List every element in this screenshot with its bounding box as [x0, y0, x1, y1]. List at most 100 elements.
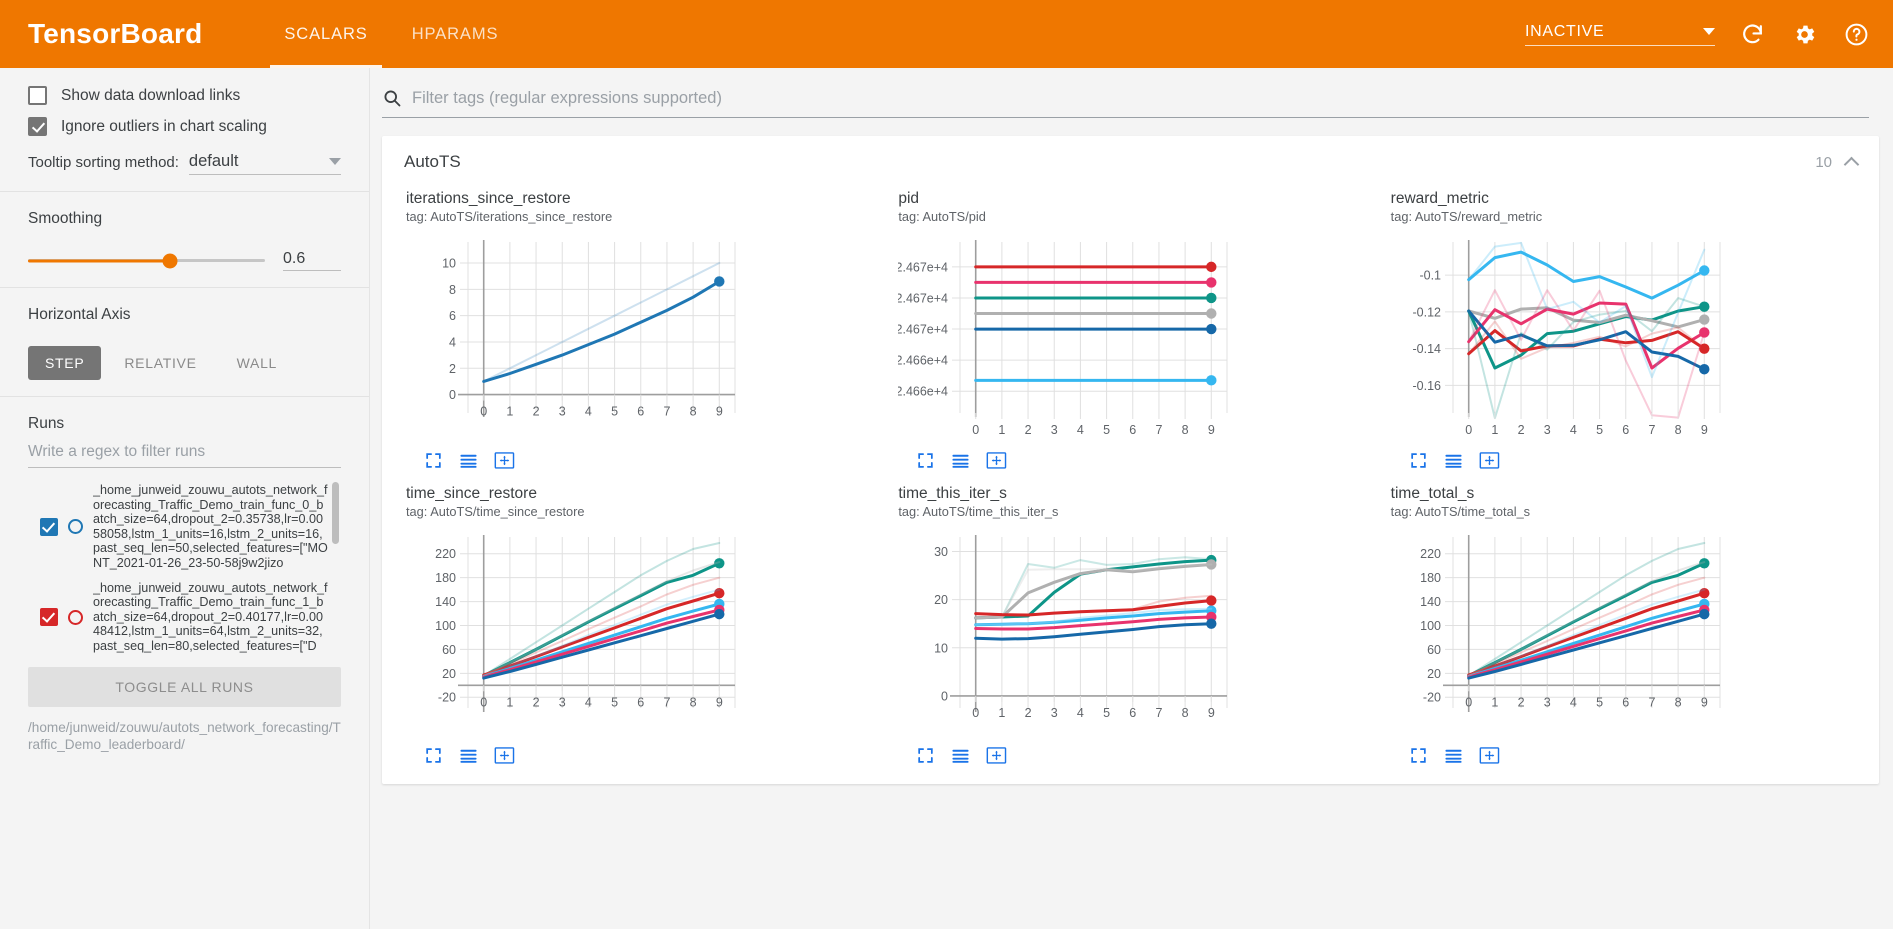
fit-domain-icon[interactable]	[424, 746, 443, 770]
svg-text:9: 9	[1208, 423, 1215, 437]
chevron-up-icon[interactable]	[1843, 156, 1860, 172]
ignore-outliers-row[interactable]: Ignore outliers in chart scaling	[28, 117, 341, 136]
svg-text:2: 2	[1025, 423, 1032, 437]
show-download-links-row[interactable]: Show data download links	[28, 86, 341, 105]
chart-tag: tag: AutoTS/reward_metric	[1390, 209, 1543, 224]
axis-option-relative[interactable]: RELATIVE	[124, 355, 197, 371]
fit-domain-icon[interactable]	[424, 451, 443, 475]
svg-text:2.466e+4: 2.466e+4	[898, 385, 948, 399]
slider-thumb[interactable]	[162, 253, 178, 268]
toggle-y-axis-icon[interactable]	[459, 451, 478, 475]
svg-text:5: 5	[1596, 423, 1603, 437]
runs-list[interactable]: _home_junweid_zouwu_autots_network_forec…	[28, 478, 341, 659]
smoothing-slider[interactable]	[28, 252, 265, 270]
run-status-select[interactable]: INACTIVE	[1525, 23, 1715, 46]
svg-text:2: 2	[1517, 695, 1524, 709]
svg-text:8: 8	[1182, 706, 1189, 720]
tag-filter-placeholder: Filter tags (regular expressions support…	[412, 88, 722, 107]
toggle-y-axis-icon[interactable]	[951, 746, 970, 770]
toggle-y-axis-icon[interactable]	[1444, 451, 1463, 475]
svg-text:7: 7	[1648, 695, 1655, 709]
toggle-y-axis-icon[interactable]	[459, 746, 478, 770]
expand-icon[interactable]	[1479, 451, 1500, 475]
ignore-outliers-label: Ignore outliers in chart scaling	[61, 117, 267, 135]
svg-text:5: 5	[1103, 423, 1110, 437]
svg-text:8: 8	[690, 405, 697, 419]
axis-option-wall[interactable]: WALL	[236, 355, 278, 371]
toggle-all-runs-button[interactable]: TOGGLE ALL RUNS	[28, 666, 341, 707]
svg-text:2: 2	[449, 362, 456, 376]
gear-icon[interactable]	[1789, 19, 1819, 49]
fit-domain-icon[interactable]	[1409, 746, 1428, 770]
expand-icon[interactable]	[986, 451, 1007, 475]
svg-text:180: 180	[435, 571, 456, 585]
run-checkbox[interactable]	[40, 608, 58, 627]
svg-text:0: 0	[480, 695, 487, 709]
fit-domain-icon[interactable]	[916, 451, 935, 475]
smoothing-title: Smoothing	[28, 210, 103, 227]
help-icon[interactable]	[1841, 19, 1871, 49]
logdir-path: /home/junweid/zouwu/autots_network_forec…	[28, 719, 341, 752]
run-name: _home_junweid_zouwu_autots_network_forec…	[93, 580, 328, 653]
expand-icon[interactable]	[494, 746, 515, 770]
chart-tag: tag: AutoTS/pid	[898, 209, 986, 224]
svg-text:4: 4	[1570, 695, 1577, 709]
tab-scalars[interactable]: SCALARS	[262, 0, 389, 68]
svg-text:0: 0	[1465, 695, 1472, 709]
svg-text:6: 6	[1130, 706, 1137, 720]
chart-plot[interactable]: -20 20 60 100 140 180 220 0 1 2 3 4 5 6 7 8 9	[406, 527, 870, 742]
axis-option-step[interactable]: STEP	[28, 346, 102, 380]
svg-text:220: 220	[435, 547, 456, 561]
tag-filter-field[interactable]: Filter tags (regular expressions support…	[382, 88, 1869, 118]
svg-text:2.467e+4: 2.467e+4	[898, 260, 948, 274]
chart-cell: time_since_restore tag: AutoTS/time_since…	[392, 479, 884, 774]
run-status-value: INACTIVE	[1525, 22, 1605, 40]
svg-text:2: 2	[1025, 706, 1032, 720]
svg-text:0: 0	[973, 423, 980, 437]
list-item[interactable]: _home_junweid_zouwu_autots_network_forec…	[28, 478, 329, 576]
show-download-links-checkbox[interactable]	[28, 86, 47, 105]
svg-text:9: 9	[1208, 706, 1215, 720]
settings-sidebar: Show data download links Ignore outliers…	[0, 68, 370, 929]
svg-text:3: 3	[1051, 706, 1058, 720]
svg-text:10: 10	[442, 257, 456, 271]
svg-text:5: 5	[611, 405, 618, 419]
chart-cell: iterations_since_restore tag: AutoTS/iter…	[392, 184, 884, 479]
svg-text:140: 140	[435, 595, 456, 609]
chart-plot[interactable]: 2.467e+4 2.467e+4 2.467e+4 2.466e+4 2.466e+4…	[898, 232, 1362, 447]
tab-hparams[interactable]: HPARAMS	[411, 24, 499, 43]
runs-filter-input[interactable]: Write a regex to filter runs	[28, 443, 341, 468]
svg-text:8: 8	[1674, 695, 1681, 709]
svg-text:4: 4	[585, 695, 592, 709]
list-item[interactable]: _home_junweid_zouwu_autots_network_forec…	[28, 576, 329, 659]
chart-plot[interactable]: -20 20 60 100 140 180 220 0 1 2 3 4 5 6 7 8 9	[1391, 527, 1855, 742]
svg-text:7: 7	[663, 695, 670, 709]
toggle-y-axis-icon[interactable]	[951, 451, 970, 475]
svg-text:1: 1	[1491, 423, 1498, 437]
chart-toolbar	[406, 447, 870, 475]
app-header: TensorBoard SCALARS HPARAMS INACTIVE	[0, 0, 1893, 68]
expand-icon[interactable]	[494, 451, 515, 475]
svg-text:6: 6	[1130, 423, 1137, 437]
run-name: _home_junweid_zouwu_autots_network_forec…	[93, 483, 328, 570]
expand-icon[interactable]	[1479, 746, 1500, 770]
chart-plot[interactable]: 0 2 4 6 8 10 0 1 2 3 4 5 6 7 8 9	[406, 232, 870, 447]
refresh-icon[interactable]	[1737, 19, 1767, 49]
fit-domain-icon[interactable]	[1409, 451, 1428, 475]
smoothing-value[interactable]: 0.6	[283, 250, 341, 271]
expand-icon[interactable]	[986, 746, 1007, 770]
toggle-y-axis-icon[interactable]	[1444, 746, 1463, 770]
ignore-outliers-checkbox[interactable]	[28, 117, 47, 136]
fit-domain-icon[interactable]	[916, 746, 935, 770]
svg-text:4: 4	[585, 405, 592, 419]
chart-title: time_total_s	[1390, 485, 1475, 502]
chart-tag: tag: AutoTS/time_this_iter_s	[898, 504, 1059, 519]
svg-text:3: 3	[559, 695, 566, 709]
tooltip-sorting-select[interactable]: default	[188, 152, 341, 175]
search-icon	[384, 90, 401, 107]
chart-plot[interactable]: 0 10 20 30 0 1 2 3 4 5 6 7 8 9	[898, 527, 1362, 742]
chart-plot[interactable]: -0.1 -0.12 -0.14 -0.16 0 1 2 3 4 5 6 7 8 9	[1391, 232, 1855, 447]
svg-text:-20: -20	[1423, 691, 1441, 705]
svg-text:-0.1: -0.1	[1419, 269, 1441, 283]
run-checkbox[interactable]	[40, 517, 58, 536]
